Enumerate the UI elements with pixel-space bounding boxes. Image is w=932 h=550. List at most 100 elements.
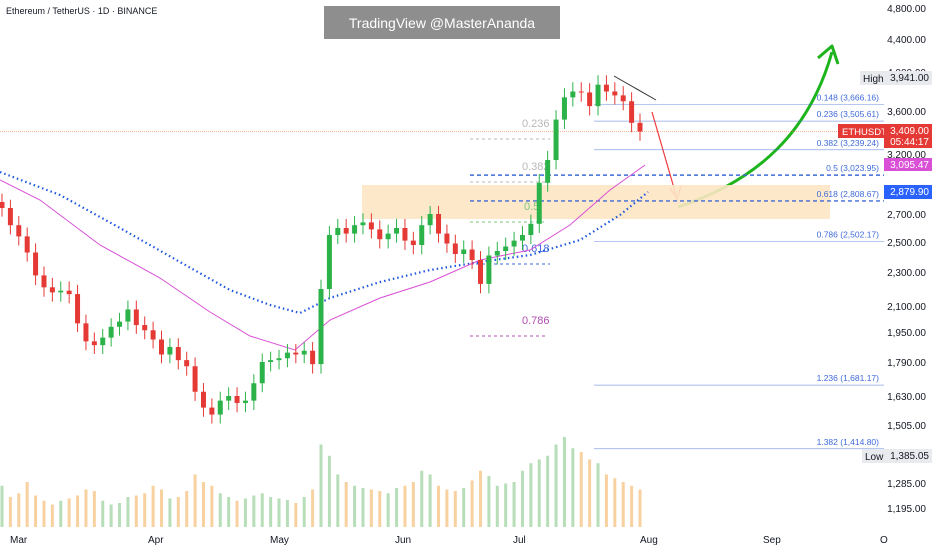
volume-bar <box>126 497 130 527</box>
candle-body <box>49 287 55 293</box>
candle-body <box>377 229 383 240</box>
candle-body <box>268 360 274 362</box>
volume-bar <box>562 437 566 527</box>
candle-body <box>444 233 450 244</box>
time-tick-label: Aug <box>640 535 658 546</box>
candle-body <box>142 325 148 331</box>
candle-body <box>486 255 492 284</box>
candle-body <box>410 240 416 245</box>
candle-body <box>587 92 593 107</box>
high-label: High <box>863 74 884 85</box>
volume-bar <box>512 482 516 527</box>
volume-bar <box>67 498 71 527</box>
candle-body <box>620 95 626 102</box>
volume-bar <box>361 488 365 527</box>
candle-body <box>117 321 123 327</box>
volume-bar <box>134 495 138 527</box>
volume-bar <box>479 470 482 527</box>
low-label: Low <box>865 452 884 463</box>
candle-body <box>226 396 232 401</box>
volume-bar <box>25 482 29 527</box>
time-tick-label: Mar <box>10 535 28 546</box>
fib-level-label: 0.382 (3,239.24) <box>817 138 880 148</box>
volume-bar <box>252 495 256 527</box>
price-tick-label: 1,950.00 <box>887 328 926 339</box>
last-price-tag <box>884 124 932 148</box>
volume-bar <box>319 444 323 527</box>
candle-body <box>494 251 500 256</box>
candle-body <box>553 119 559 160</box>
fib-level-label: 0.786 (2,502.17) <box>817 230 880 240</box>
time-axis[interactable]: Mar Apr May Jun Jul Aug Sep O <box>10 535 888 546</box>
volume-bar <box>176 497 180 527</box>
blue-ma-tag-text: 2,879.90 <box>890 187 929 198</box>
candle-body <box>192 366 198 392</box>
candle-body <box>561 97 567 120</box>
candle-body <box>461 249 467 254</box>
volume-bar <box>554 444 558 527</box>
volume-bar <box>428 474 432 527</box>
volume-bar <box>143 493 147 527</box>
candle-body <box>343 228 349 234</box>
volume-bar <box>579 452 583 527</box>
candle-body <box>419 225 425 245</box>
candle-body <box>167 347 173 355</box>
low-value-tag-text: 1,385.05 <box>890 451 929 462</box>
volume-bar <box>193 474 197 527</box>
old-fib-label: 0.382 <box>522 161 550 173</box>
candle-body <box>301 350 307 355</box>
volume-bar <box>84 489 88 527</box>
fib-level-label: 1.382 (1,414.80) <box>817 437 880 447</box>
candle-body <box>200 391 206 408</box>
volume-bar <box>8 497 12 527</box>
candle-body <box>310 350 316 365</box>
symbol-tag-text: ETHUSDT <box>842 127 887 138</box>
last-price-tag-text: 05:44:17 <box>890 137 929 148</box>
volume-bar <box>445 489 449 527</box>
volume-bar <box>327 455 331 527</box>
candle-body <box>318 289 324 365</box>
volume-bar <box>302 497 306 527</box>
candle-body <box>293 352 299 355</box>
old-fib-label: 0.5 <box>524 201 539 213</box>
volume-bar <box>420 470 424 527</box>
ma-pink-line <box>0 164 646 351</box>
price-tick-label: 2,300.00 <box>887 268 926 279</box>
volume-bar <box>185 491 189 527</box>
candle-body <box>66 290 72 295</box>
volume-bar <box>453 491 457 527</box>
volume-bar <box>50 504 54 527</box>
volume-bar <box>294 503 298 527</box>
volume-bar <box>277 498 281 527</box>
volume-bar <box>210 485 214 527</box>
volume-bar <box>201 482 205 527</box>
time-tick-label: Sep <box>763 535 781 546</box>
candle-body <box>612 91 618 96</box>
fib-level-label: 0.148 (3,666.16) <box>817 93 880 103</box>
volume-bar <box>42 500 46 527</box>
candle-body <box>528 223 534 235</box>
volume-bar <box>218 493 222 527</box>
blue-ma-tag <box>884 185 932 199</box>
volume-bar <box>621 482 625 527</box>
candle-body <box>436 214 442 234</box>
volume-bar <box>638 489 642 527</box>
candle-body <box>478 260 483 284</box>
volume-bar <box>160 489 163 527</box>
volume-bar <box>395 488 399 527</box>
candle-body <box>234 396 240 403</box>
candle-body <box>175 347 181 361</box>
candle-body <box>209 407 215 415</box>
candle-body <box>184 360 190 367</box>
bullish-arrow <box>677 44 840 209</box>
volume-bar <box>596 463 600 527</box>
ma-value-tag <box>884 158 932 171</box>
candle-body <box>242 400 248 403</box>
trendline <box>613 75 657 101</box>
volume-bar <box>344 482 348 527</box>
candle-body <box>570 91 576 98</box>
price-tick-label: 4,800.00 <box>887 4 926 15</box>
time-tick-label: Jun <box>395 535 411 546</box>
volume-bar <box>235 500 239 527</box>
